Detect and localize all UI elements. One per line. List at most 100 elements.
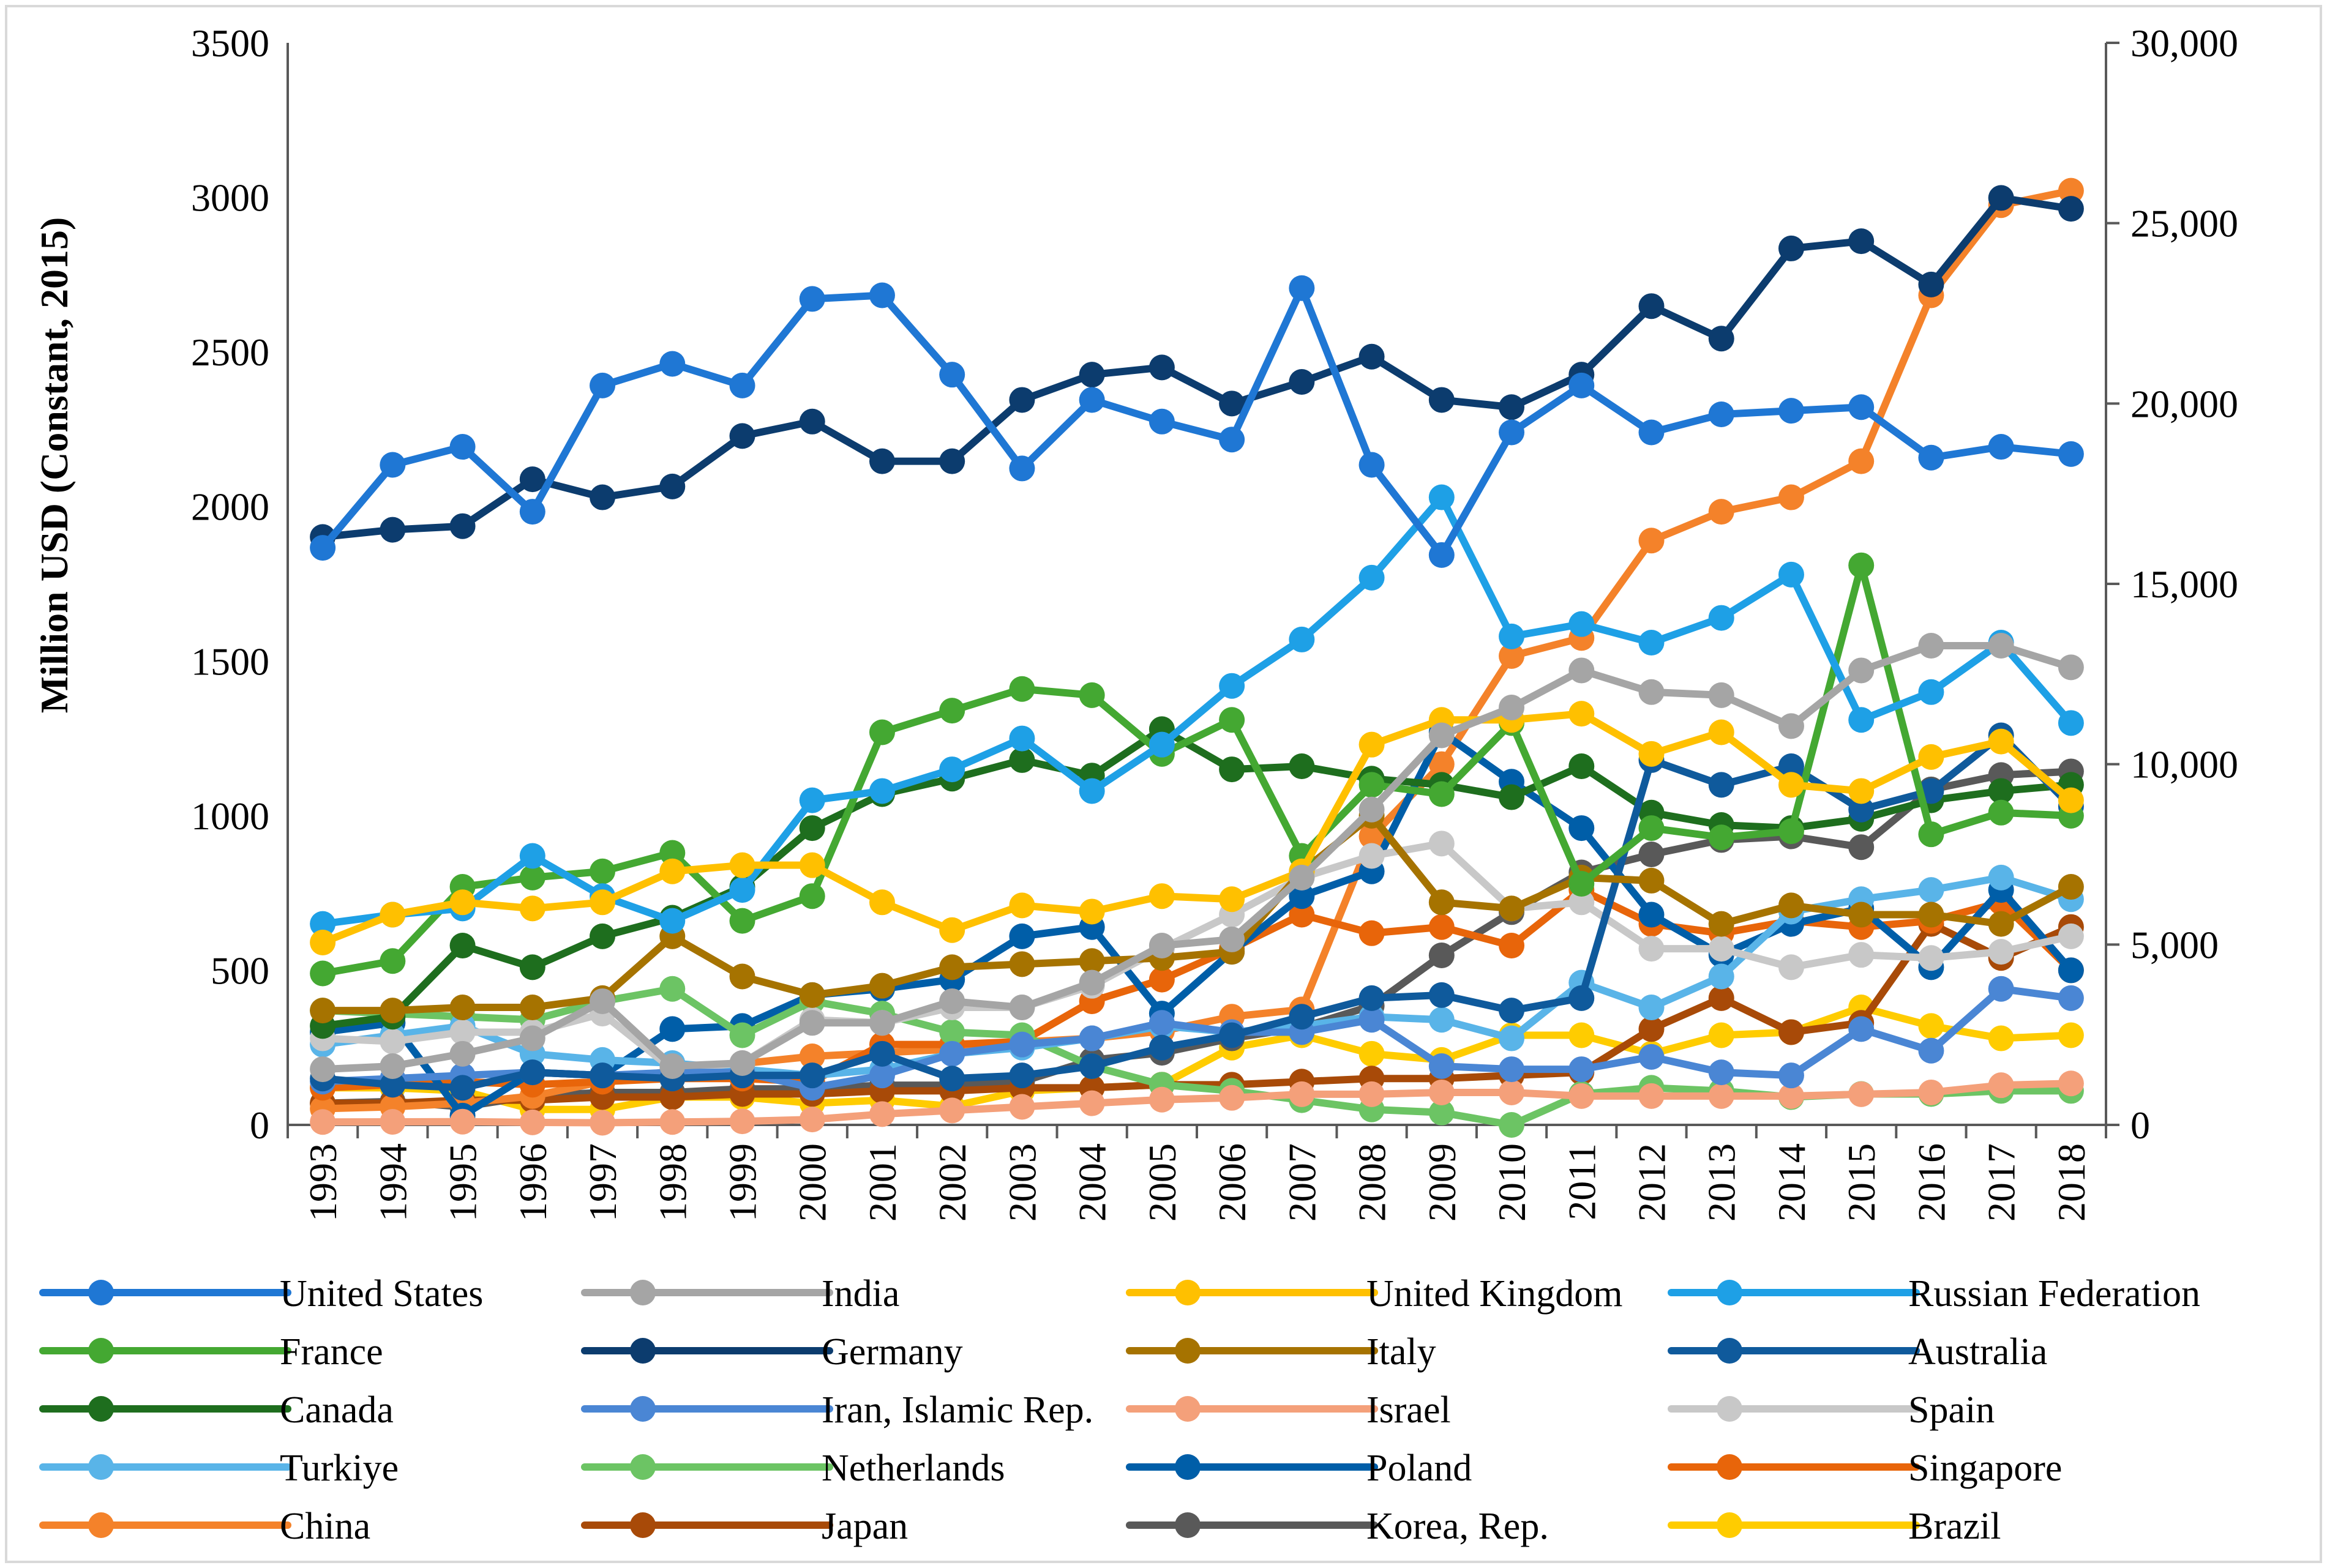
data-point (1079, 948, 1105, 974)
data-point (590, 1110, 616, 1136)
data-point (1219, 673, 1245, 699)
data-point (1638, 1016, 1665, 1042)
data-point (1149, 1034, 1175, 1061)
legend-label: Singapore (1908, 1447, 2062, 1489)
legend-label: Spain (1908, 1389, 1995, 1431)
data-point (1918, 945, 1944, 971)
data-point (799, 787, 825, 813)
data-point (2058, 1022, 2084, 1048)
legend-swatch-marker (1717, 1280, 1742, 1305)
legend-item: Russian Federation (1668, 1273, 2200, 1315)
data-point (1358, 452, 1385, 478)
legend-label: Korea, Rep. (1366, 1506, 1549, 1547)
x-tick-label: 2014 (1770, 1143, 1813, 1222)
x-tick-label: 2004 (1071, 1143, 1114, 1222)
data-point (449, 995, 476, 1021)
data-point (1219, 1085, 1245, 1111)
data-point (590, 923, 616, 949)
legend-swatch-marker (630, 1338, 656, 1364)
data-point (1499, 419, 1525, 446)
data-point (1638, 1083, 1665, 1109)
data-point (869, 448, 895, 474)
data-point (1568, 372, 1595, 398)
data-point (1428, 914, 1455, 940)
legend-item: China (39, 1506, 370, 1547)
data-point (310, 1109, 336, 1135)
data-point (1778, 561, 1804, 588)
data-point (799, 1043, 825, 1070)
data-point (1358, 1007, 1385, 1033)
legend-label: Turkiye (280, 1447, 399, 1489)
data-point (1848, 448, 1875, 474)
data-point (1149, 408, 1175, 435)
legend-item: Spain (1668, 1389, 1995, 1431)
data-point (1778, 484, 1804, 510)
legend-item: Australia (1668, 1331, 2047, 1373)
x-tick-label: 2005 (1141, 1143, 1184, 1222)
data-point (2058, 1070, 2084, 1097)
data-point (869, 1040, 895, 1067)
data-point (729, 423, 755, 449)
data-point (1358, 772, 1385, 798)
data-point (449, 434, 476, 460)
data-point (1918, 679, 1944, 705)
data-point (1988, 939, 2014, 965)
data-point (1009, 892, 1035, 919)
data-point (1079, 387, 1105, 413)
data-point (380, 452, 406, 478)
data-point (1848, 1081, 1875, 1107)
x-tick-label: 2003 (1000, 1143, 1044, 1222)
data-point (1079, 362, 1105, 388)
data-point (1988, 799, 2014, 826)
legend-swatch-marker (630, 1396, 656, 1422)
data-point (1079, 1025, 1105, 1051)
data-point (869, 1062, 895, 1089)
data-point (1918, 1079, 1944, 1105)
x-tick-label: 2013 (1700, 1143, 1744, 1222)
data-point (1009, 455, 1035, 482)
data-point (1568, 985, 1595, 1011)
data-point (1428, 889, 1455, 916)
data-point (659, 1016, 686, 1042)
data-point (1848, 228, 1875, 255)
data-point (1918, 271, 1944, 297)
legend-item: Canada (39, 1389, 394, 1431)
data-point (1358, 985, 1385, 1011)
data-point (1149, 731, 1175, 758)
data-point (2058, 957, 2084, 984)
data-point (1289, 902, 1315, 928)
data-point (310, 535, 336, 561)
x-tick-label: 1994 (371, 1143, 414, 1222)
legend-swatch-marker (1717, 1454, 1742, 1480)
data-point (1568, 870, 1595, 897)
x-tick-label: 2002 (931, 1143, 974, 1222)
data-point (1778, 398, 1804, 424)
legend-label: Israel (1366, 1389, 1451, 1431)
series-germany (310, 185, 2084, 550)
data-point (449, 1019, 476, 1045)
x-tick-label: 2001 (861, 1143, 904, 1222)
data-point (1568, 815, 1595, 842)
data-point (1708, 1083, 1734, 1109)
left-y-tick-label: 1500 (191, 640, 269, 683)
x-tick-label: 2008 (1351, 1143, 1394, 1222)
left-y-tick-label: 500 (211, 949, 269, 992)
legend-swatch-marker (630, 1512, 656, 1538)
data-point (590, 484, 616, 510)
data-point (869, 889, 895, 916)
right-y-tick-label: 5,000 (2130, 923, 2219, 966)
legend-item: Iran, Islamic Rep. (581, 1389, 1093, 1431)
data-point (1638, 528, 1665, 554)
data-point (659, 858, 686, 884)
data-point (729, 1108, 755, 1135)
data-point (380, 1028, 406, 1055)
data-point (1009, 995, 1035, 1021)
data-point (1009, 951, 1035, 977)
data-point (1428, 387, 1455, 413)
data-point (1988, 728, 2014, 755)
data-point (1708, 936, 1734, 962)
data-point (1848, 942, 1875, 968)
legend-item: Netherlands (581, 1447, 1005, 1489)
data-point (590, 988, 616, 1014)
data-point (2058, 196, 2084, 222)
